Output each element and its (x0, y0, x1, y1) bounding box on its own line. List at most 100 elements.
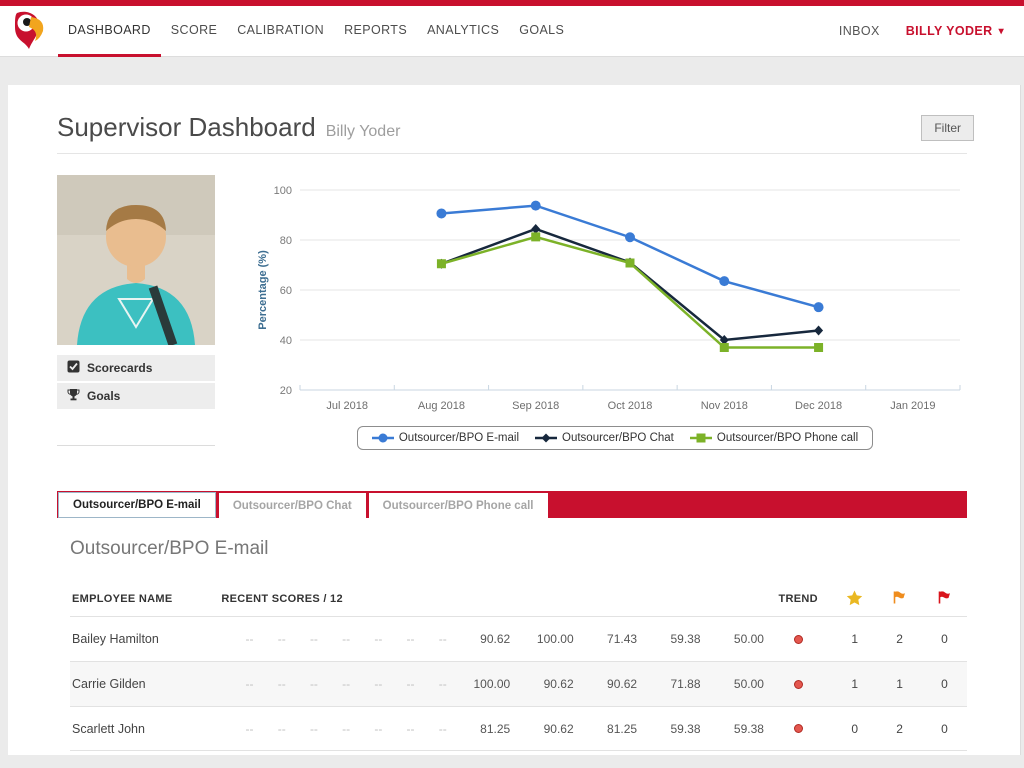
score-cell: -- (277, 721, 286, 736)
red-flag-count: 0 (941, 632, 948, 646)
score-cell: -- (309, 677, 318, 691)
svg-text:60: 60 (280, 285, 292, 297)
col-orange-flag-icon (877, 590, 922, 608)
tab-0[interactable]: Outsourcer/BPO E-mail (58, 492, 216, 518)
score-cell: -- (245, 677, 254, 691)
nav-inbox[interactable]: INBOX (838, 24, 880, 38)
avatar (57, 175, 215, 345)
score-cell: 50.00 (733, 632, 764, 646)
tab-1[interactable]: Outsourcer/BPO Chat (218, 493, 366, 518)
employee-name: Carrie Gilden (72, 677, 146, 691)
svg-text:80: 80 (280, 235, 292, 247)
svg-text:20: 20 (280, 385, 292, 397)
score-cell: 90.62 (543, 677, 574, 691)
nav-item-dashboard[interactable]: DASHBOARD (58, 6, 161, 57)
score-cell: 50.00 (733, 677, 764, 691)
chart-legend: Outsourcer/BPO E-mail Outsourcer/BPO Cha… (356, 426, 874, 450)
chevron-down-icon: ▾ (998, 25, 1004, 37)
svg-text:Percentage (%): Percentage (%) (257, 250, 269, 330)
svg-text:40: 40 (280, 335, 292, 347)
svg-text:Jan 2019: Jan 2019 (890, 400, 935, 412)
legend-label: Outsourcer/BPO E-mail (398, 432, 520, 444)
svg-text:Sep 2018: Sep 2018 (512, 400, 559, 412)
chart-area: 100 80 60 40 20 Jul 2018 Aug 2018 Sep 2018 Oct 2… (255, 175, 975, 450)
score-cell: -- (438, 632, 447, 646)
orange-flag-count: 1 (896, 677, 903, 691)
user-name: BILLY YODER (905, 24, 993, 38)
score-cell: 90.62 (480, 632, 511, 646)
main-row: Scorecards Goals 100 80 60 40 20 Jul 2018 Aug … (57, 175, 974, 450)
score-cell: 59.38 (670, 632, 701, 646)
gold-star-count: 0 (851, 721, 859, 736)
nav-item-goals[interactable]: GOALS (519, 23, 565, 37)
nav-item-calibration[interactable]: CALIBRATION (237, 23, 325, 37)
score-cell: -- (374, 677, 383, 691)
nav-item-score[interactable]: SCORE (170, 23, 218, 37)
score-cell: 100.00 (536, 632, 574, 646)
header-divider (57, 153, 967, 154)
page-subtitle: Billy Yoder (325, 123, 401, 140)
brand-top-bar (0, 0, 1024, 6)
table-row[interactable]: Bailey Hamilton -- -- -- -- -- -- -- 90.62 100.0… (70, 616, 967, 661)
table-row[interactable]: Carrie Gilden -- -- -- -- -- -- -- 100.00 90.62 9… (70, 661, 967, 706)
profile-sidebar: Scorecards Goals (57, 175, 215, 450)
score-cell: -- (406, 632, 415, 646)
parrot-icon (15, 11, 44, 49)
user-menu[interactable]: BILLY YODER ▾ (906, 24, 1004, 38)
nav-item-analytics[interactable]: ANALYTICS (427, 23, 500, 37)
score-cell: 59.38 (733, 721, 764, 736)
gold-star-count: 1 (851, 632, 859, 646)
page-title: Supervisor Dashboard (57, 112, 316, 142)
svg-text:Jul 2018: Jul 2018 (326, 400, 368, 412)
legend-item[interactable]: Outsourcer/BPO Phone call (689, 432, 858, 444)
score-cell: -- (406, 677, 415, 691)
score-cell: 59.38 (670, 721, 701, 736)
orange-flag-count: 2 (896, 632, 903, 646)
svg-text:Oct 2018: Oct 2018 (608, 400, 653, 412)
col-recent-scores: RECENT SCORES / 12 (221, 593, 343, 605)
app-logo[interactable] (10, 6, 50, 56)
trend-down-icon (793, 679, 803, 689)
score-cell: -- (406, 721, 415, 736)
sidebar-item-label: Scorecards (87, 361, 153, 375)
page-header: Supervisor Dashboard Billy Yoder Filter (57, 85, 974, 143)
checkbox-icon (67, 360, 80, 376)
trend-down-icon (793, 724, 803, 733)
red-flag-count: 0 (941, 677, 948, 691)
table-row[interactable]: Scarlett John -- -- -- -- -- -- -- 81.25 90.62 81… (70, 706, 967, 751)
score-cell: -- (438, 721, 447, 736)
legend-marker-square-icon (689, 433, 712, 443)
sidebar-item-goals[interactable]: Goals (57, 383, 215, 409)
score-cell: 71.43 (607, 632, 638, 646)
orange-flag-icon (892, 590, 907, 608)
score-cell: -- (309, 632, 318, 646)
profile-photo (57, 175, 215, 345)
legend-label: Outsourcer/BPO Chat (562, 432, 674, 444)
nav-menu: DASHBOARD SCORE CALIBRATION REPORTS ANALYTIC… (58, 6, 574, 57)
filter-button[interactable]: Filter (921, 115, 974, 141)
title-block: Supervisor Dashboard Billy Yoder (57, 112, 400, 143)
score-cell: 71.88 (670, 677, 701, 691)
score-cell: -- (245, 632, 254, 646)
sidebar-item-scorecards[interactable]: Scorecards (57, 355, 215, 381)
tab-2[interactable]: Outsourcer/BPO Phone call (368, 493, 548, 518)
svg-text:Nov 2018: Nov 2018 (701, 400, 748, 412)
col-red-flag-icon (922, 590, 967, 608)
score-cell: -- (277, 677, 286, 691)
legend-item[interactable]: Outsourcer/BPO Chat (535, 432, 674, 444)
score-cell: 90.62 (607, 677, 638, 691)
score-cell: -- (438, 677, 447, 691)
nav-item-reports[interactable]: REPORTS (344, 23, 408, 37)
col-trend: TREND (778, 593, 818, 605)
col-gold-star-icon (832, 590, 877, 609)
score-cell: -- (342, 677, 351, 691)
col-employee-name: EMPLOYEE NAME (72, 593, 173, 605)
employee-name: Bailey Hamilton (72, 632, 159, 646)
legend-item[interactable]: Outsourcer/BPO E-mail (371, 432, 520, 444)
svg-text:Aug 2018: Aug 2018 (418, 400, 465, 412)
trend-cell (764, 724, 832, 733)
red-flag-icon (937, 590, 952, 608)
gold-star-count: 1 (851, 677, 859, 691)
score-cell: -- (245, 721, 254, 736)
employee-name: Scarlett John (72, 721, 145, 736)
